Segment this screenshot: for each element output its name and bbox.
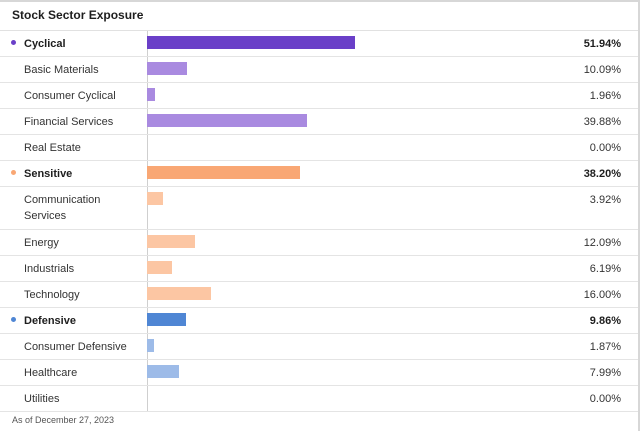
sector-row-technology: Technology 16.00% — [0, 282, 638, 308]
exposure-value: 9.86% — [589, 315, 621, 327]
sector-label: Energy — [24, 237, 59, 249]
exposure-bar — [147, 62, 188, 75]
as-of-date: As of December 27, 2023 — [12, 415, 115, 425]
sector-label: Consumer Defensive — [24, 341, 127, 353]
sector-label: Financial Services — [24, 116, 114, 128]
sector-label: Industrials — [24, 263, 75, 275]
exposure-value: 38.20% — [583, 168, 621, 180]
sector-row-financial-services: Financial Services 39.88% — [0, 109, 638, 135]
exposure-value: 10.09% — [583, 64, 621, 76]
exposure-value: 6.19% — [589, 263, 621, 275]
exposure-value: 1.96% — [589, 90, 621, 102]
exposure-bar — [147, 114, 307, 127]
sector-row-real-estate: Real Estate 0.00% — [0, 135, 638, 161]
exposure-bar — [147, 365, 179, 378]
exposure-value: 12.09% — [583, 237, 621, 249]
chart-title: Stock Sector Exposure — [12, 8, 144, 22]
exposure-value: 0.00% — [589, 142, 621, 154]
sector-row-basic-materials: Basic Materials 10.09% — [0, 57, 638, 83]
sector-label: Cyclical — [24, 38, 66, 50]
exposure-value: 51.94% — [583, 38, 621, 50]
sector-label: Technology — [24, 289, 80, 301]
exposure-value: 39.88% — [583, 116, 621, 128]
exposure-bar — [147, 88, 155, 101]
sector-label: Communication Services — [24, 194, 101, 222]
exposure-bar — [147, 192, 163, 205]
exposure-value: 1.87% — [589, 341, 621, 353]
sector-row-consumer-cyclical: Consumer Cyclical 1.96% — [0, 83, 638, 109]
exposure-value: 7.99% — [589, 367, 621, 379]
sector-label: Basic Materials — [24, 64, 99, 76]
sector-rows: Cyclical 51.94% Basic Materials 10.09% Consu… — [0, 31, 638, 412]
exposure-bar — [147, 339, 155, 352]
group-row-defensive: Defensive 9.86% — [0, 308, 638, 334]
exposure-bar — [147, 287, 211, 300]
legend-dot-icon — [11, 317, 16, 322]
sector-label: Defensive — [24, 315, 76, 327]
exposure-value: 16.00% — [583, 289, 621, 301]
group-row-cyclical: Cyclical 51.94% — [0, 31, 638, 57]
sector-row-communication-services: Communication Services 3.92% — [0, 187, 638, 230]
exposure-bar — [147, 313, 187, 326]
exposure-bar — [147, 235, 196, 248]
sector-row-energy: Energy 12.09% — [0, 230, 638, 256]
sector-row-consumer-defensive: Consumer Defensive 1.87% — [0, 334, 638, 360]
sector-label: Real Estate — [24, 142, 81, 154]
exposure-value: 3.92% — [589, 194, 621, 206]
sector-label: Utilities — [24, 393, 60, 405]
sector-row-industrials: Industrials 6.19% — [0, 256, 638, 282]
sector-label: Healthcare — [24, 367, 78, 379]
exposure-value: 0.00% — [589, 393, 621, 405]
legend-dot-icon — [11, 170, 16, 175]
bar-baseline — [147, 187, 148, 229]
sector-label: Consumer Cyclical — [24, 90, 116, 102]
title-divider — [0, 30, 638, 31]
exposure-bar — [147, 36, 355, 49]
group-row-sensitive: Sensitive 38.20% — [0, 161, 638, 187]
sector-row-utilities: Utilities 0.00% — [0, 386, 638, 412]
sector-row-healthcare: Healthcare 7.99% — [0, 360, 638, 386]
bar-baseline — [147, 135, 148, 160]
sector-label: Sensitive — [24, 168, 73, 180]
exposure-bar — [147, 166, 300, 179]
bar-baseline — [147, 386, 148, 411]
exposure-bar — [147, 261, 172, 274]
legend-dot-icon — [11, 40, 16, 45]
